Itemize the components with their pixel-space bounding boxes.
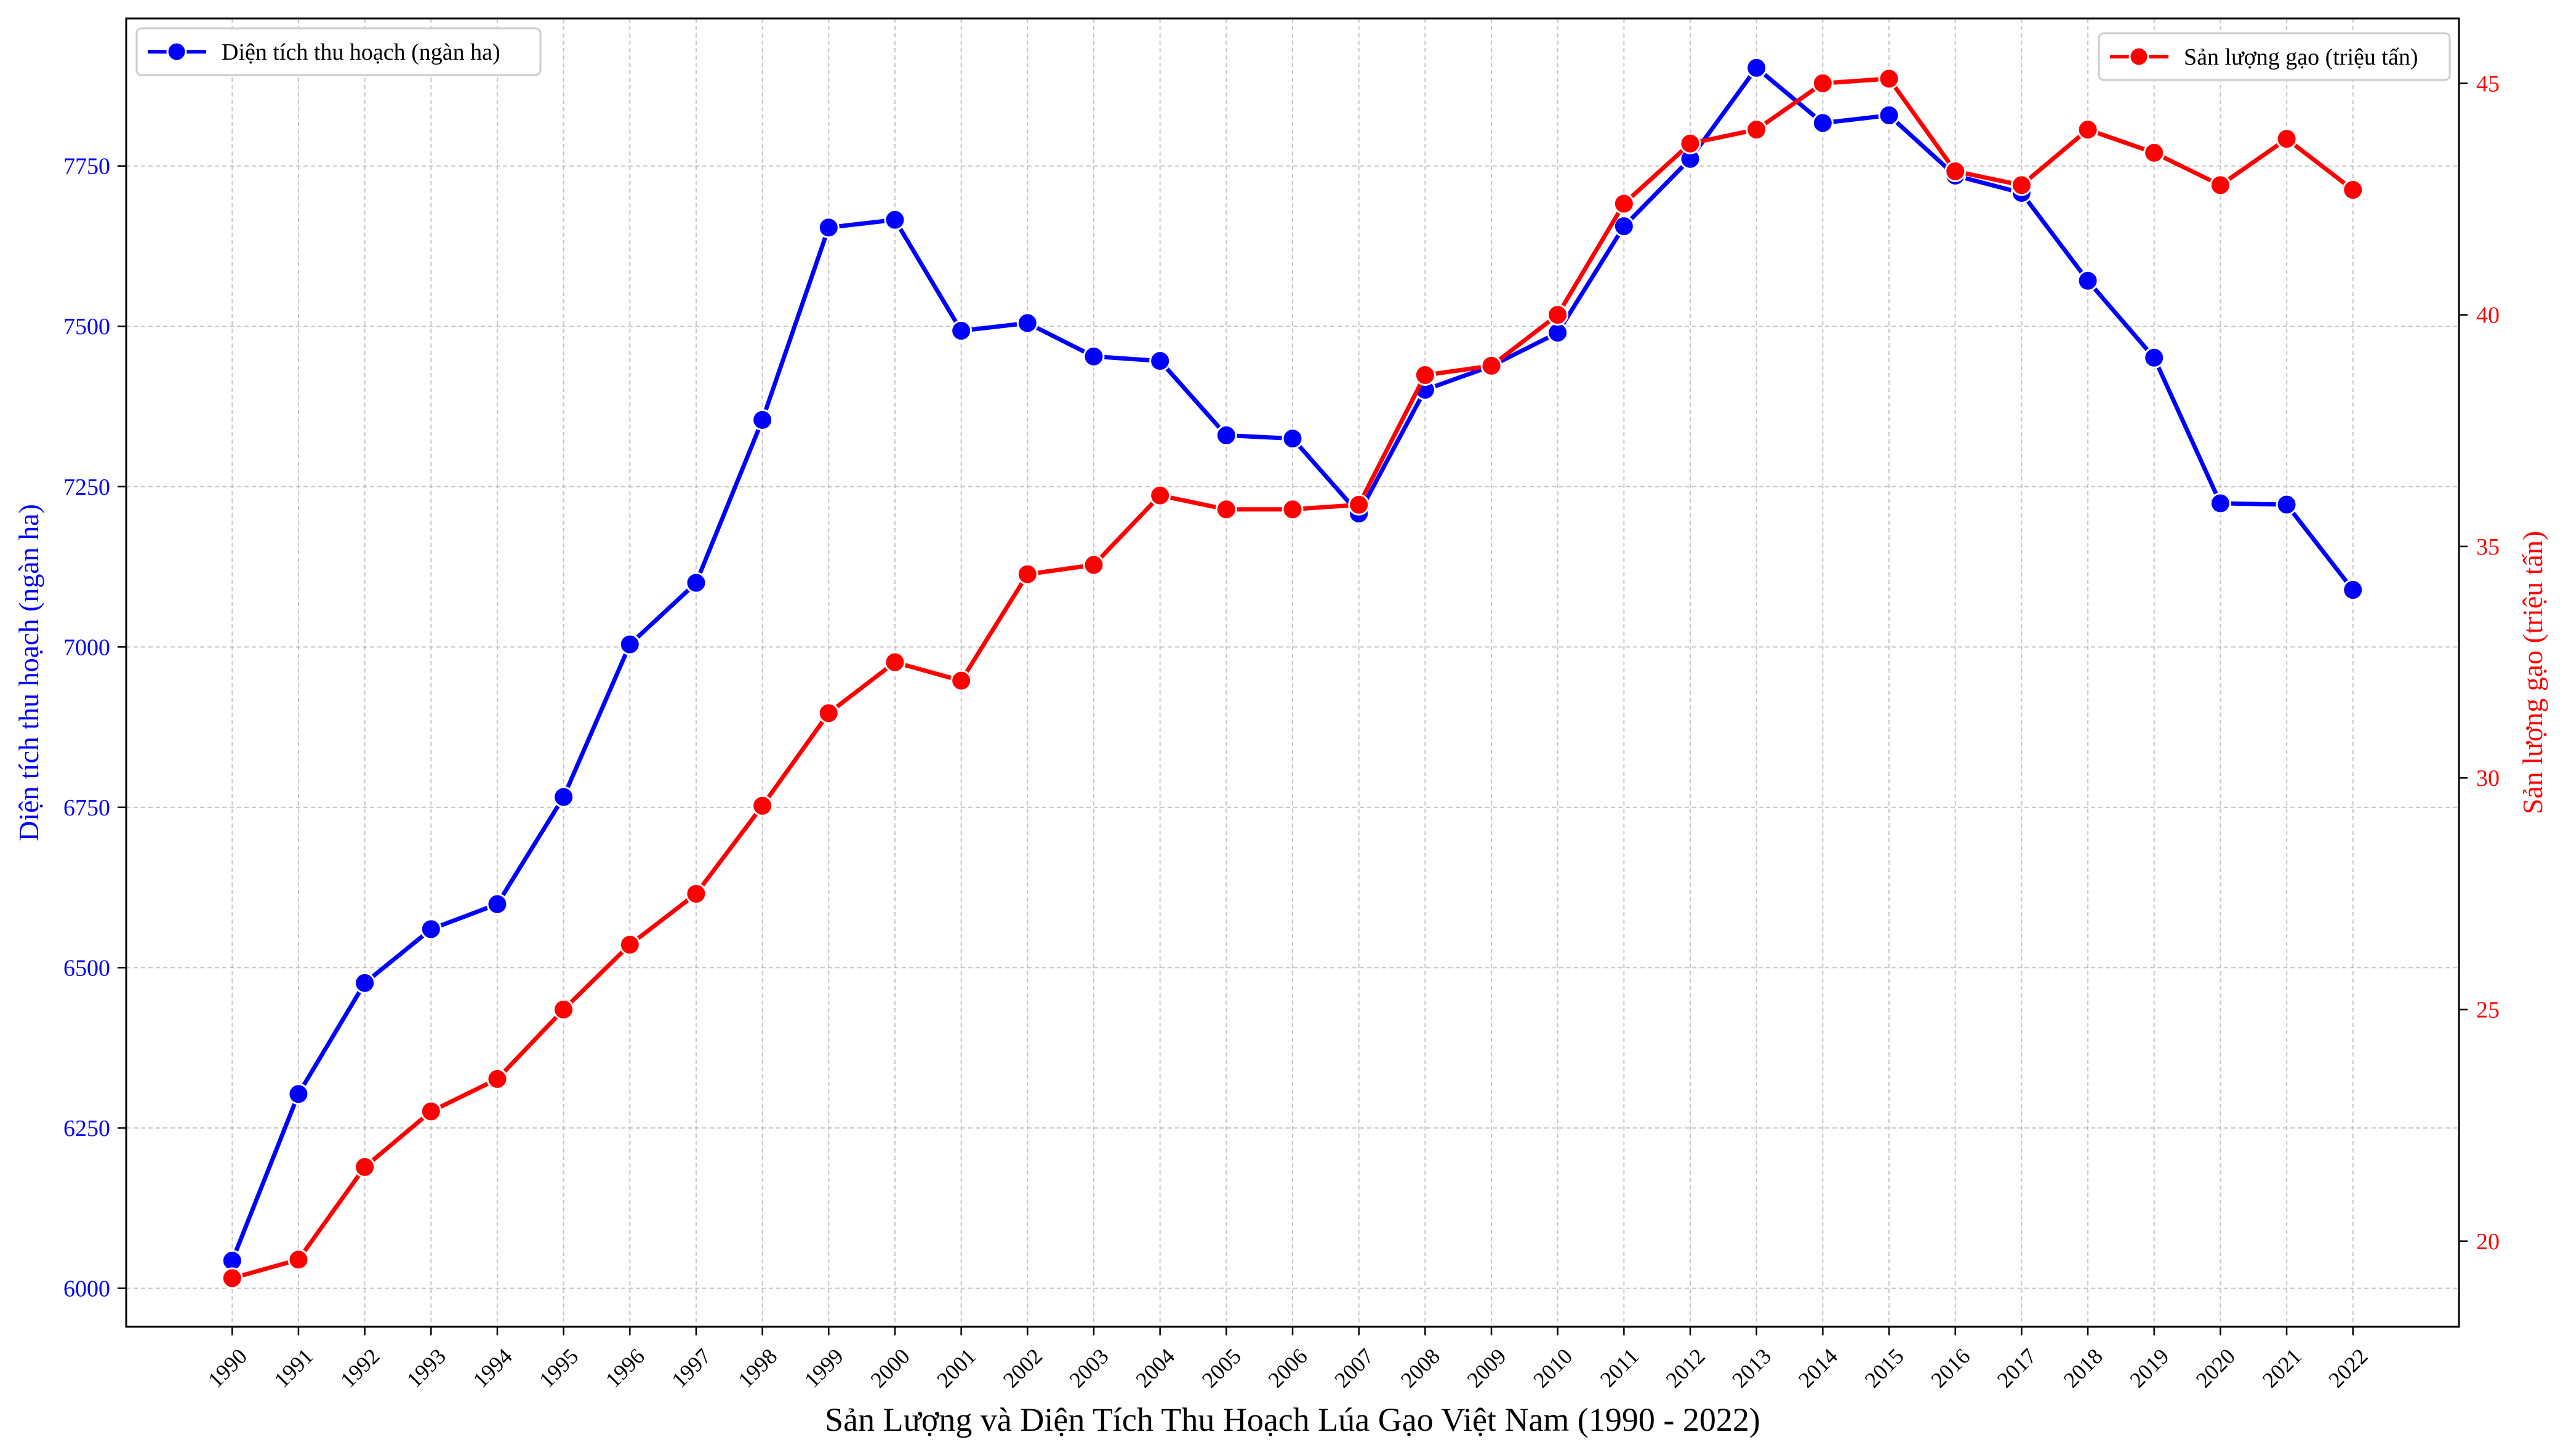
y-axis-right-title: Sản lượng gạo (triệu tấn) bbox=[2517, 531, 2548, 815]
data-point bbox=[884, 209, 906, 231]
data-point bbox=[1746, 119, 1768, 141]
data-point bbox=[1613, 215, 1635, 238]
data-point bbox=[354, 972, 376, 994]
data-point bbox=[1480, 354, 1502, 377]
data-point bbox=[1083, 345, 1105, 367]
data-point bbox=[1282, 428, 1304, 450]
y-left-tick-label: 7250 bbox=[63, 474, 110, 500]
data-point bbox=[752, 409, 774, 431]
data-point bbox=[752, 794, 774, 817]
data-point bbox=[1215, 498, 1237, 521]
data-point bbox=[553, 786, 575, 808]
grid bbox=[126, 18, 2459, 1327]
y-left-tick-label: 6500 bbox=[63, 955, 110, 981]
legend-left-swatch-marker bbox=[166, 41, 187, 62]
data-point bbox=[1215, 424, 1237, 446]
y-axis-left-title: Diện tích thu hoạch (ngàn ha) bbox=[13, 504, 44, 841]
data-point bbox=[685, 572, 707, 594]
y-right-tick-label: 45 bbox=[2476, 71, 2500, 97]
y-right-tick-label: 40 bbox=[2476, 303, 2500, 329]
data-point bbox=[2077, 270, 2099, 292]
data-point bbox=[354, 1156, 376, 1178]
data-point bbox=[950, 320, 973, 342]
data-point bbox=[1282, 498, 1304, 521]
data-point bbox=[1547, 322, 1569, 344]
data-point bbox=[420, 1100, 442, 1122]
y-left-tick-label: 6750 bbox=[63, 795, 110, 821]
data-point bbox=[817, 217, 840, 239]
data-point bbox=[287, 1249, 310, 1271]
data-point bbox=[1016, 563, 1038, 585]
legend-left-label: Diện tích thu hoạch (ngàn ha) bbox=[222, 39, 500, 65]
data-point bbox=[1547, 304, 1569, 326]
y-left-tick-label: 6250 bbox=[63, 1116, 110, 1142]
data-point bbox=[685, 882, 707, 905]
data-point bbox=[2077, 119, 2099, 141]
data-point bbox=[1348, 494, 1370, 516]
data-point bbox=[2342, 579, 2364, 601]
data-point bbox=[1944, 160, 1967, 182]
y-left-tick-label: 6000 bbox=[63, 1276, 110, 1302]
series-area bbox=[221, 57, 2364, 1272]
legend-right-swatch-marker bbox=[2128, 46, 2149, 67]
data-point bbox=[553, 998, 575, 1020]
plot-frame bbox=[125, 17, 2460, 1328]
data-point bbox=[1679, 132, 1701, 154]
legend-left-box bbox=[135, 27, 542, 76]
data-point bbox=[287, 1083, 310, 1105]
y-right-tick-label: 35 bbox=[2476, 534, 2500, 560]
data-point bbox=[1746, 57, 1768, 79]
data-point bbox=[2276, 128, 2298, 150]
y-left-tick-label: 7000 bbox=[63, 634, 110, 660]
data-point bbox=[619, 934, 641, 956]
data-point bbox=[221, 1267, 243, 1289]
data-point bbox=[1613, 193, 1635, 215]
y-right-tick-label: 25 bbox=[2476, 997, 2500, 1023]
data-point bbox=[2143, 346, 2165, 369]
data-point bbox=[1016, 312, 1038, 334]
data-point bbox=[1414, 364, 1436, 386]
y-left-tick-label: 7500 bbox=[63, 314, 110, 340]
data-point bbox=[2143, 142, 2165, 164]
data-point bbox=[1878, 68, 1900, 90]
data-point bbox=[420, 918, 442, 940]
data-point bbox=[2276, 494, 2298, 516]
x-axis-title: Sản Lượng và Diện Tích Thu Hoạch Lúa Gạo… bbox=[825, 1401, 1760, 1438]
y-axis-left: 6000 6250 6500 6750 7000 7250 7500 7750 bbox=[63, 154, 126, 1302]
series-production bbox=[221, 68, 2364, 1289]
data-point bbox=[1083, 554, 1105, 576]
data-point bbox=[2209, 492, 2231, 514]
data-point bbox=[1811, 112, 1834, 134]
legend-left: Diện tích thu hoạch (ngàn ha) bbox=[135, 27, 542, 76]
y-right-tick-label: 30 bbox=[2476, 766, 2500, 791]
data-point bbox=[1811, 72, 1834, 94]
y-axis-right: 20 25 30 35 40 45 bbox=[2459, 71, 2500, 1255]
data-point bbox=[486, 1068, 508, 1090]
data-point bbox=[817, 702, 840, 724]
data-point bbox=[1149, 484, 1171, 506]
legend-right-label: Sản lượng gạo (triệu tấn) bbox=[2184, 44, 2418, 70]
data-point bbox=[486, 893, 508, 915]
data-point bbox=[950, 670, 973, 692]
data-point bbox=[2209, 174, 2231, 196]
data-point bbox=[2342, 178, 2364, 201]
legend-right-box bbox=[2098, 32, 2451, 81]
data-point bbox=[884, 651, 906, 673]
data-point bbox=[1878, 104, 1900, 126]
series-layer bbox=[221, 57, 2364, 1289]
data-point bbox=[2010, 174, 2032, 196]
legend-right: Sản lượng gạo (triệu tấn) bbox=[2098, 32, 2451, 81]
data-point bbox=[619, 633, 641, 655]
data-point bbox=[1149, 350, 1171, 372]
y-left-tick-label: 7750 bbox=[63, 154, 110, 180]
y-right-tick-label: 20 bbox=[2476, 1229, 2500, 1255]
